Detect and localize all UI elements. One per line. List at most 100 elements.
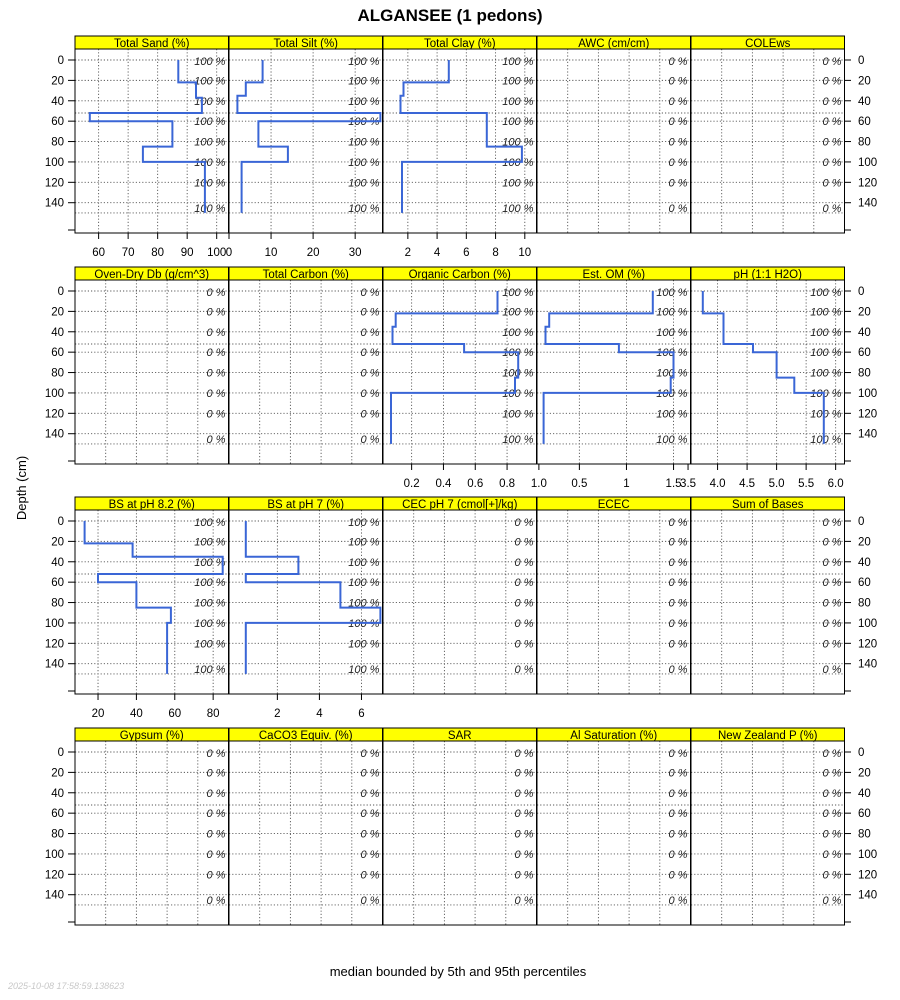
pct-label: 0 % [515,748,534,760]
pct-label: 100 % [502,56,533,68]
x-tick-label: 0.2 [404,478,420,490]
pct-label: 100 % [656,287,687,299]
y-tick-label-left: 80 [51,137,64,149]
pct-label: 0 % [823,869,842,881]
pct-label: 100 % [656,368,687,380]
panel-oven-dry-db-g-cm-3: Oven-Dry Db (g/cm^3) 0 % 0 % 0 % 0 % 0 % 0 % 0 … [74,266,229,465]
pct-label: 0 % [515,829,534,841]
pct-label: 0 % [669,638,688,650]
pct-label: 100 % [502,203,533,215]
pct-label: 100 % [194,56,225,68]
strip-label-bs-at-ph-8-2: BS at pH 8.2 (%) [109,499,195,511]
pct-label: 0 % [207,829,226,841]
x-tick-label: 6 [358,708,364,720]
y-tick-label-left: 80 [51,368,64,380]
panel-frame [690,48,845,234]
y-axis-label: Depth (cm) [14,456,29,520]
y-tick-label-left: 140 [45,890,64,902]
y-tick-label-left: 80 [51,598,64,610]
strip-label-colews: COLEws [745,38,791,50]
x-tick-label: 10 [265,247,278,259]
panel-frame [382,740,537,926]
pct-label: 0 % [823,557,842,569]
pct-label: 100 % [348,536,379,548]
pct-label: 100 % [348,157,379,169]
pct-label: 0 % [669,895,688,907]
pct-label: 100 % [810,434,841,446]
y-tick-label-left: 120 [45,869,64,881]
pct-label: 0 % [361,434,380,446]
panel-frame [690,509,845,695]
y-tick-label-right: 60 [858,347,871,359]
x-tick-label: 80 [207,708,220,720]
pct-label: 100 % [348,137,379,149]
panel-frame [228,279,383,465]
pct-label: 0 % [207,869,226,881]
panel-sum-of-bases: Sum of Bases 0 % 0 % 0 % 0 % 0 % 0 % 0 % 0 % [690,496,845,695]
pct-label: 0 % [669,177,688,189]
pct-label: 0 % [823,157,842,169]
pct-label: 0 % [515,869,534,881]
pct-label: 100 % [348,598,379,610]
y-tick-label-right: 120 [858,177,877,189]
panel-total-clay: Total Clay (%) 100 % 100 % 100 % 100 % 100 % 1… [382,35,537,259]
pct-label: 0 % [669,618,688,630]
pct-label: 100 % [656,408,687,420]
y-tick-label-left: 100 [45,618,64,630]
pct-label: 0 % [515,767,534,779]
y-tick-label-left: 120 [45,408,64,420]
pct-label: 0 % [515,849,534,861]
pct-label: 0 % [361,788,380,800]
pct-label: 100 % [502,96,533,108]
pct-label: 0 % [207,808,226,820]
y-tick-label-right: 40 [858,557,871,569]
y-tick-label-left: 100 [45,388,64,400]
y-tick-label-left: 60 [51,116,64,128]
x-tick-label: 0 [226,247,232,259]
median-profile-line [83,521,224,674]
pct-label: 100 % [502,157,533,169]
panel-frame [536,509,691,695]
pct-label: 100 % [810,347,841,359]
y-tick-label-left: 20 [51,767,64,779]
pct-label: 0 % [823,75,842,87]
median-profile-line [701,291,825,444]
x-tick-label: 60 [92,247,105,259]
pct-label: 0 % [823,748,842,760]
strip-label-total-carbon: Total Carbon (%) [263,269,349,281]
pct-label: 100 % [810,327,841,339]
pct-label: 0 % [515,557,534,569]
x-tick-label: 3.5 [680,478,696,490]
panel-frame [74,279,229,465]
x-tick-label: 5.5 [798,478,814,490]
y-tick-label-left: 140 [45,429,64,441]
pct-label: 100 % [810,306,841,318]
pct-label: 100 % [502,327,533,339]
x-tick-label: 6 [463,247,469,259]
y-tick-label-right: 140 [858,890,877,902]
panel-frame [690,740,845,926]
strip-label-cec-ph-7-cmol-kg: CEC pH 7 (cmol[+]/kg) [402,499,518,511]
panel-frame [690,279,845,465]
panel-total-sand: Total Sand (%) 100 % 100 % 100 % 100 % 100 % 1… [74,35,229,259]
y-tick-label-left: 120 [45,638,64,650]
x-tick-label: 4 [316,708,323,720]
pct-label: 100 % [502,388,533,400]
panel-gypsum: Gypsum (%) 0 % 0 % 0 % 0 % 0 % 0 % 0 % 0 % [74,727,229,926]
pct-label: 100 % [194,664,225,676]
pct-label: 100 % [348,557,379,569]
pct-label: 100 % [502,75,533,87]
y-tick-label-right: 60 [858,577,871,589]
pct-label: 100 % [194,598,225,610]
y-tick-label-left: 0 [58,286,64,298]
median-profile-line [244,521,382,674]
y-tick-label-left: 0 [58,747,64,759]
pct-label: 0 % [669,137,688,149]
pct-label: 100 % [348,56,379,68]
median-profile-line [542,291,675,444]
pct-label: 0 % [207,788,226,800]
y-tick-label-right: 20 [858,75,871,87]
pct-label: 0 % [361,306,380,318]
y-tick-label-right: 0 [858,286,864,298]
y-tick-label-left: 20 [51,75,64,87]
